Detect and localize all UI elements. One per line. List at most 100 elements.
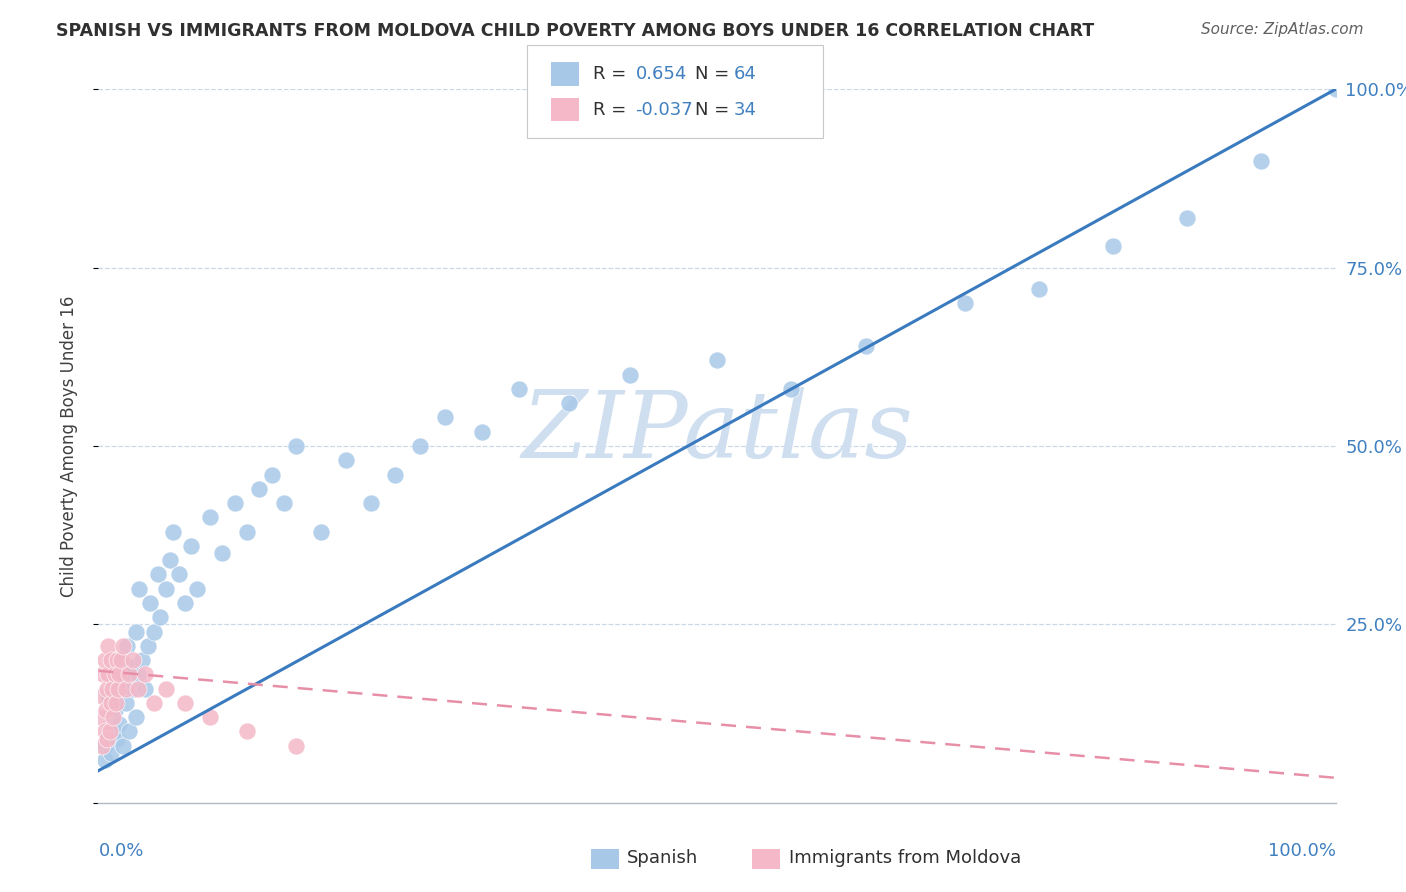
Point (433, 410, 456, 425)
Point (108, 717, 131, 731)
Point (260, 467, 283, 482)
Text: SPANISH VS IMMIGRANTS FROM MOLDOVA CHILD POVERTY AMONG BOYS UNDER 16 CORRELATION: SPANISH VS IMMIGRANTS FROM MOLDOVA CHILD… (56, 22, 1094, 40)
Point (112, 639, 135, 653)
Point (143, 624, 166, 639)
Point (471, 425, 494, 439)
Text: N =: N = (695, 101, 734, 119)
Point (384, 467, 406, 482)
Point (110, 653, 132, 667)
Point (155, 582, 177, 596)
Point (236, 524, 259, 539)
Text: 100.0%: 100.0% (1268, 842, 1336, 860)
Point (107, 681, 129, 696)
Point (247, 482, 270, 496)
Point (100, 746, 122, 760)
Point (224, 496, 246, 510)
Point (1102, 239, 1125, 253)
Point (155, 681, 177, 696)
Point (409, 439, 432, 453)
Point (96, 731, 118, 746)
Point (953, 296, 976, 310)
Point (122, 653, 145, 667)
Text: -0.037: -0.037 (636, 101, 693, 119)
Point (136, 639, 159, 653)
Point (93, 667, 115, 681)
Point (105, 731, 128, 746)
Point (103, 703, 125, 717)
Point (112, 667, 135, 681)
Point (128, 582, 150, 596)
Point (236, 724, 259, 739)
Point (103, 667, 125, 681)
Text: R =: R = (593, 65, 633, 83)
Point (103, 724, 125, 739)
Point (93, 753, 115, 767)
Point (93, 724, 115, 739)
Text: ZIPatlas: ZIPatlas (522, 387, 912, 476)
Point (98, 724, 121, 739)
Point (159, 553, 181, 567)
Text: 64: 64 (734, 65, 756, 83)
Point (335, 453, 357, 467)
Point (124, 710, 146, 724)
Point (114, 681, 136, 696)
Text: R =: R = (593, 101, 633, 119)
Point (104, 696, 127, 710)
Point (91, 689, 114, 703)
Point (1324, 82, 1347, 96)
Point (557, 396, 579, 410)
Text: Source: ZipAtlas.com: Source: ZipAtlas.com (1201, 22, 1364, 37)
Point (855, 339, 877, 353)
Point (110, 653, 132, 667)
Point (285, 439, 308, 453)
Point (100, 696, 122, 710)
Point (97, 667, 120, 681)
Point (619, 368, 641, 382)
Point (108, 667, 131, 681)
Point (91, 739, 114, 753)
Point (180, 539, 202, 553)
Point (96, 681, 118, 696)
Point (174, 596, 197, 610)
Point (97, 689, 120, 703)
Point (118, 724, 141, 739)
Point (186, 582, 208, 596)
Point (174, 696, 197, 710)
Point (97, 639, 120, 653)
Point (112, 739, 135, 753)
Text: Spanish: Spanish (627, 849, 699, 867)
Point (93, 739, 115, 753)
Point (139, 596, 162, 610)
Point (198, 510, 221, 524)
Point (118, 667, 141, 681)
Point (93, 653, 115, 667)
Point (162, 524, 184, 539)
Point (285, 739, 308, 753)
Point (96, 731, 118, 746)
Point (100, 710, 122, 724)
Point (105, 653, 128, 667)
Point (167, 567, 190, 582)
Point (706, 353, 728, 368)
Point (90, 710, 112, 724)
Text: 0.0%: 0.0% (98, 842, 143, 860)
Text: N =: N = (695, 65, 734, 83)
Point (198, 710, 221, 724)
Point (118, 660, 141, 674)
Point (103, 710, 125, 724)
Point (114, 696, 136, 710)
Point (100, 653, 122, 667)
Point (146, 567, 169, 582)
Point (360, 496, 382, 510)
Point (508, 382, 530, 396)
Point (1175, 211, 1198, 225)
Point (94, 703, 117, 717)
Y-axis label: Child Poverty Among Boys Under 16: Child Poverty Among Boys Under 16 (59, 295, 77, 597)
Point (122, 681, 145, 696)
Point (211, 546, 233, 560)
Text: Immigrants from Moldova: Immigrants from Moldova (789, 849, 1021, 867)
Point (127, 681, 149, 696)
Text: 34: 34 (734, 101, 756, 119)
Point (1028, 282, 1050, 296)
Point (124, 624, 146, 639)
